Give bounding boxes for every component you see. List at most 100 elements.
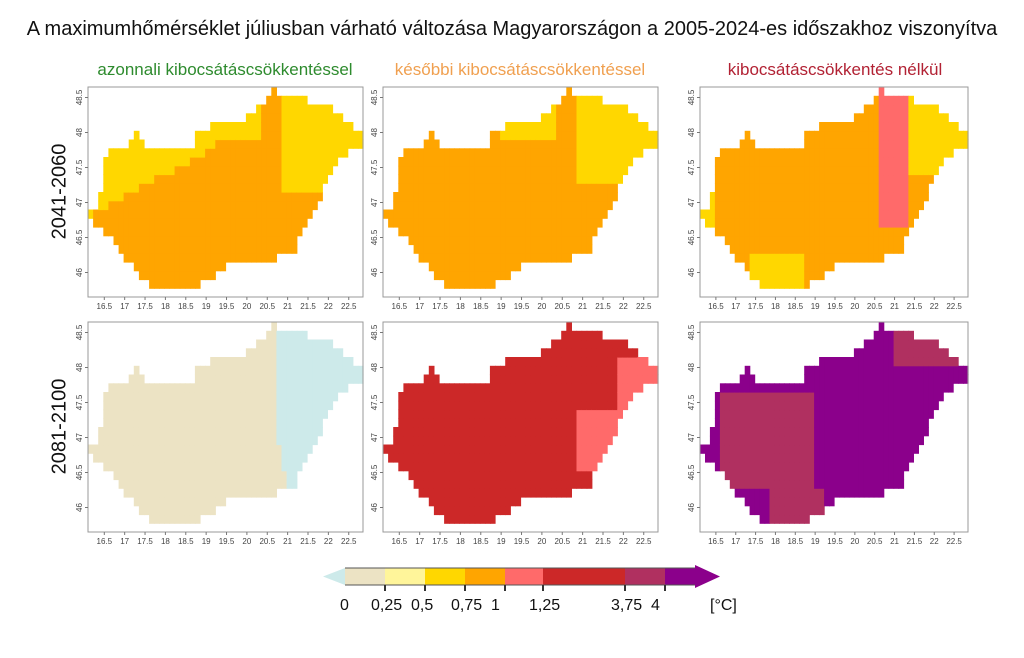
- map-cell: [754, 218, 761, 228]
- map-cell: [700, 444, 706, 454]
- map-cell: [296, 374, 303, 384]
- map-cell: [479, 183, 486, 193]
- map-cell: [908, 392, 914, 402]
- map-cell: [556, 235, 562, 246]
- map-cell: [189, 383, 196, 393]
- legend-label: 1: [491, 597, 500, 614]
- map-cell: [317, 139, 323, 149]
- map-cell: [215, 462, 221, 472]
- map-cell: [149, 444, 155, 454]
- map-cell: [495, 392, 501, 402]
- map-cell: [133, 235, 140, 246]
- map-cell: [602, 122, 608, 132]
- map-cell: [113, 218, 120, 228]
- map-cell: [322, 392, 328, 402]
- map-cell: [530, 200, 537, 211]
- map-cell: [500, 444, 506, 454]
- map-cell: [873, 113, 880, 123]
- map-cell: [479, 383, 486, 393]
- map-cell: [200, 157, 206, 167]
- map-cell: [809, 209, 815, 219]
- map-cell: [744, 488, 751, 498]
- map-cell: [200, 400, 206, 411]
- map-cell: [586, 444, 593, 454]
- map-cell: [240, 253, 247, 263]
- map-cell: [794, 270, 800, 281]
- map-cell: [566, 95, 572, 106]
- map-cell: [804, 453, 810, 463]
- map-cell: [561, 435, 567, 446]
- map-cell: [809, 227, 815, 237]
- map-cell: [291, 435, 298, 446]
- map-cell: [520, 165, 527, 176]
- map-cell: [868, 113, 875, 123]
- map-cell: [834, 157, 840, 167]
- map-cell: [276, 174, 283, 184]
- map-cell: [546, 435, 552, 446]
- map-cell: [868, 374, 875, 384]
- map-cell: [814, 392, 820, 402]
- map-cell: [596, 174, 603, 184]
- map-cell: [652, 365, 659, 376]
- map-cell: [464, 174, 471, 184]
- map-cell: [169, 479, 176, 489]
- map-cell: [398, 427, 404, 437]
- map-cell: [276, 383, 283, 393]
- map-cell: [133, 479, 140, 489]
- legend-swatch: [425, 568, 466, 585]
- map-cell: [863, 165, 870, 176]
- map-cell: [398, 227, 404, 237]
- map-cell: [789, 444, 795, 454]
- map-cell: [602, 444, 608, 454]
- map-cell: [556, 435, 562, 446]
- map-cell: [928, 122, 934, 132]
- map-cell: [108, 165, 115, 176]
- map-cell: [893, 192, 900, 202]
- map-cell: [809, 365, 815, 376]
- map-cell: [794, 514, 800, 524]
- map-cell: [809, 383, 815, 393]
- map-cell: [834, 200, 840, 211]
- map-cell: [834, 209, 840, 219]
- map-cell: [829, 165, 835, 176]
- map-cell: [327, 130, 334, 141]
- x-tick-label: 18.5: [178, 537, 194, 546]
- map-cell: [307, 104, 313, 114]
- map-cell: [251, 183, 257, 193]
- map-cell: [307, 139, 313, 149]
- map-cell: [261, 339, 267, 349]
- map-cell: [784, 218, 790, 228]
- map-cell: [642, 357, 649, 367]
- map-cell: [749, 392, 756, 402]
- map-cell: [474, 400, 481, 411]
- map-cell: [245, 418, 252, 428]
- map-cell: [474, 444, 481, 454]
- map-cell: [174, 235, 181, 246]
- map-cell: [296, 148, 303, 158]
- map-cell: [883, 209, 890, 219]
- map-cell: [520, 409, 527, 419]
- map-cell: [566, 122, 572, 132]
- map-cell: [566, 148, 572, 158]
- map-cell: [474, 157, 481, 167]
- map-cell: [138, 148, 145, 158]
- map-cell: [858, 165, 865, 176]
- map-cell: [739, 374, 746, 384]
- map-cell: [235, 130, 242, 141]
- map-cell: [617, 139, 623, 149]
- map-cell: [138, 392, 145, 402]
- map-cell: [893, 104, 900, 114]
- map-cell: [398, 462, 404, 472]
- map-cell: [868, 400, 875, 411]
- map-cell: [933, 339, 939, 349]
- map-cell: [113, 200, 120, 211]
- map-cell: [824, 235, 830, 246]
- map-cell: [138, 183, 145, 193]
- map-cell: [848, 122, 855, 132]
- map-cell: [561, 365, 567, 376]
- map-cell: [883, 357, 890, 367]
- map-cell: [576, 157, 583, 167]
- map-cell: [312, 130, 318, 141]
- map-cell: [225, 374, 232, 384]
- map-cell: [428, 218, 435, 228]
